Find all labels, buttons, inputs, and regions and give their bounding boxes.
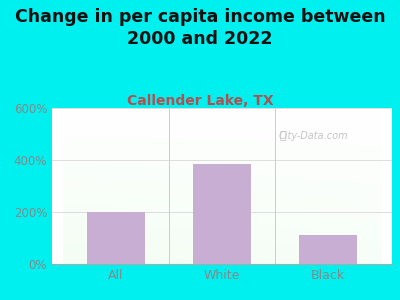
Text: City-Data.com: City-Data.com bbox=[279, 131, 349, 141]
Text: Callender Lake, TX: Callender Lake, TX bbox=[127, 94, 273, 109]
Bar bbox=[299, 236, 358, 264]
Text: Change in per capita income between
2000 and 2022: Change in per capita income between 2000… bbox=[15, 8, 385, 48]
Bar bbox=[193, 164, 251, 264]
Bar bbox=[86, 212, 145, 264]
Text: ⓘ: ⓘ bbox=[280, 131, 286, 141]
